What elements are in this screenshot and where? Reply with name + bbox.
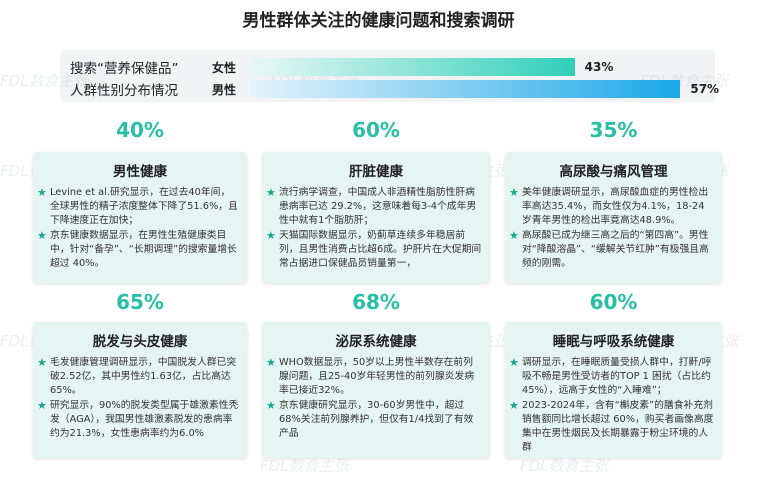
bullet-icon: ★ (266, 399, 276, 412)
card: 高尿酸与痛风管理 ★ 美年健康调研显示，高尿酸血症的男性检出率高达35.4%，而女性… (505, 152, 722, 283)
item-text: 2023-2024年，含有“槲皮素”的膳食补充剂销售额同比增长超过 60%，购买… (522, 400, 714, 453)
row-name: 女性 (212, 61, 237, 75)
bar-label: 57% (690, 82, 720, 96)
item-text: 美年健康调研显示，高尿酸血症的男性检出率高达35.4%，而女性仅为4.1%，18… (522, 187, 709, 226)
card-item: ★ 调研显示，在睡眠质量受损人群中，打鼾/呼吸不畅是男性受访者的TOP 1 困扰（… (509, 356, 714, 398)
card-percent: 60% (589, 290, 638, 314)
bullet-icon: ★ (37, 356, 47, 369)
card-percent: 60% (352, 118, 400, 142)
bullet-icon: ★ (509, 186, 519, 199)
card-item: ★ 研究显示，90%的脱发类型属于雄激素性秃发（AGA），我国男性雄激素脱发的患病… (37, 399, 239, 441)
item-text: WHO数据显示，50岁以上男性半数存在前列腺问题，且25-40岁年轻男性的前列腺… (279, 357, 475, 396)
card-title: 泌尿系统健康 (335, 334, 417, 350)
bullet-icon: ★ (509, 399, 519, 412)
bullet-icon: ★ (266, 229, 276, 242)
card-item: ★ Levine et al.研究显示，在过去40年间，全球男性的精子浓度整体下降… (37, 186, 239, 228)
card-title: 脱发与头皮健康 (92, 334, 188, 350)
card: 泌尿系统健康 ★ WHO数据显示，50岁以上男性半数存在前列腺问题，且25-40岁年… (262, 322, 490, 458)
bar-label: 43% (584, 60, 614, 74)
card-title: 睡眠与呼吸系统健康 (552, 334, 675, 350)
item-text: 毛发健康管理调研显示，中国脱发人群已突破2.52亿，其中男性约1.63亿，占比高… (50, 357, 237, 396)
card-items: ★ 流行病学调查，中国成人非酒精性脂肪性肝病患病率已达 29.2%，这意味着每3-… (262, 186, 490, 271)
card-items: ★ WHO数据显示，50岁以上男性半数存在前列腺问题，且25-40岁年轻男性的前列… (262, 356, 490, 441)
card-items: ★ 美年健康调研显示，高尿酸血症的男性检出率高达35.4%，而女性仅为4.1%，1… (505, 186, 722, 271)
item-text: Levine et al.研究显示，在过去40年间，全球男性的精子浓度整体下降了… (50, 187, 238, 226)
bullet-icon: ★ (509, 356, 519, 369)
bullet-icon: ★ (509, 229, 519, 242)
row-name: 男性 (212, 83, 237, 97)
item-text: 研究显示，90%的脱发类型属于雄激素性秃发（AGA），我国男性雄激素脱发的患病率… (50, 400, 239, 439)
watermark: FDL数食主张 (520, 457, 609, 475)
item-text: 流行病学调查，中国成人非酒精性脂肪性肝病患病率已达 29.2%，这意味着每3-4… (279, 187, 477, 226)
bullet-icon: ★ (266, 356, 276, 369)
card-items: ★ 毛发健康管理调研显示，中国脱发人群已突破2.52亿，其中男性约1.63亿，占比… (33, 356, 247, 441)
card-title: 高尿酸与痛风管理 (559, 164, 668, 180)
card-item: ★ WHO数据显示，50岁以上男性半数存在前列腺问题，且25-40岁年轻男性的前列… (266, 356, 482, 398)
card-percent: 68% (352, 290, 400, 314)
card-item: ★ 京东健康研究显示，30-60岁男性中，超过68%关注前列腺养护，但仅有1/4找… (266, 399, 482, 441)
card-title: 肝脏健康 (349, 164, 403, 180)
item-text: 高尿酸已成为继三高之后的“第四高”。男性对“降酸溶晶”、“缓解关节红肿”有极强且… (522, 230, 709, 269)
card: 肝脏健康 ★ 流行病学调查，中国成人非酒精性脂肪性肝病患病率已达 29.2%，这意味… (262, 152, 490, 283)
card: 睡眠与呼吸系统健康 ★ 调研显示，在睡眠质量受损人群中，打鼾/呼吸不畅是男性受访者的… (505, 322, 722, 458)
card-items: ★ 调研显示，在睡眠质量受损人群中，打鼾/呼吸不畅是男性受访者的TOP 1 困扰（… (505, 356, 722, 455)
bullet-icon: ★ (37, 186, 47, 199)
search-label: 搜索“营养保健品” (70, 61, 179, 77)
card-item: ★ 美年健康调研显示，高尿酸血症的男性检出率高达35.4%，而女性仅为4.1%，1… (509, 186, 714, 228)
bullet-icon: ★ (37, 229, 47, 242)
card: 男性健康 ★ Levine et al.研究显示，在过去40年间，全球男性的精子浓度… (33, 152, 247, 283)
bullet-icon: ★ (266, 186, 276, 199)
card-item: ★ 毛发健康管理调研显示，中国脱发人群已突破2.52亿，其中男性约1.63亿，占比… (37, 356, 239, 398)
item-text: 京东健康数据显示，在男性生殖健康类目中，针对“备孕”、“长期调理”的搜索量增长超… (50, 230, 237, 269)
card-item: ★ 京东健康数据显示，在男性生殖健康类目中，针对“备孕”、“长期调理”的搜索量增长… (37, 229, 239, 271)
card-items: ★ Levine et al.研究显示，在过去40年间，全球男性的精子浓度整体下降… (33, 186, 247, 271)
card-item: ★ 天猫国际数据显示，奶蓟草连续多年稳居前列，且男性消费占比超6成。护肝片在大促期… (266, 229, 482, 271)
search-label: 人群性别分布情况 (70, 83, 178, 99)
item-text: 天猫国际数据显示，奶蓟草连续多年稳居前列，且男性消费占比超6成。护肝片在大促期间… (279, 230, 482, 269)
card-percent: 35% (589, 118, 638, 142)
watermark: FDL数食主张 (260, 457, 349, 475)
bullet-icon: ★ (37, 399, 47, 412)
card: 脱发与头皮健康 ★ 毛发健康管理调研显示，中国脱发人群已突破2.52亿，其中男性约1… (33, 322, 247, 458)
card-item: ★ 2023-2024年，含有“槲皮素”的膳食补充剂销售额同比增长超过 60%，购… (509, 399, 714, 455)
card-percent: 40% (116, 118, 164, 142)
card-title: 男性健康 (113, 164, 167, 180)
card-item: ★ 高尿酸已成为继三高之后的“第四高”。男性对“降酸溶晶”、“缓解关节红肿”有极强… (509, 229, 714, 271)
page-title: 男性群体关注的健康问题和搜索调研 (242, 11, 515, 31)
item-text: 京东健康研究显示，30-60岁男性中，超过68%关注前列腺养护，但仅有1/4找到… (279, 400, 474, 439)
card-percent: 65% (116, 290, 164, 314)
bar (250, 80, 681, 98)
card-item: ★ 流行病学调查，中国成人非酒精性脂肪性肝病患病率已达 29.2%，这意味着每3-… (266, 186, 482, 228)
item-text: 调研显示，在睡眠质量受损人群中，打鼾/呼吸不畅是男性受访者的TOP 1 困扰（占… (522, 357, 712, 396)
bar (250, 58, 575, 76)
